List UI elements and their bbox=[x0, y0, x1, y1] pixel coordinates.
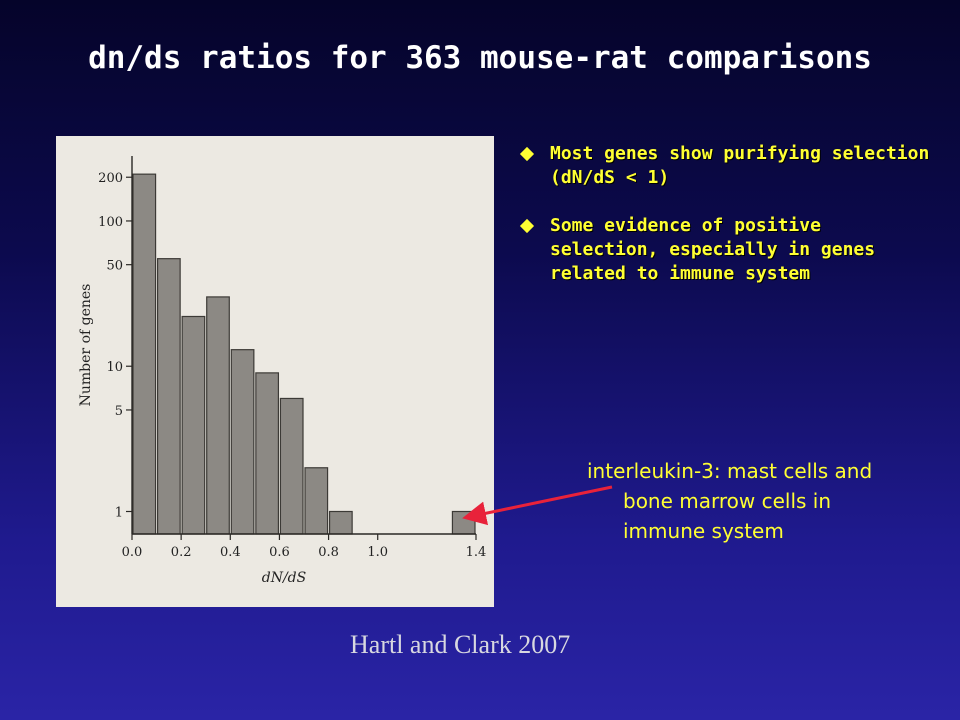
y-tick-label: 5 bbox=[115, 404, 123, 419]
diamond-bullet-icon bbox=[519, 146, 535, 162]
slide-title: dn/ds ratios for 363 mouse-rat compariso… bbox=[88, 40, 872, 76]
bullet-item: Some evidence of positive selection, esp… bbox=[519, 214, 940, 286]
histogram-chart: 1 5 10 50 100 200 0.0 0.2 0.4 0.6 0.8 1.0 1.4 dN/dS Nu… bbox=[78, 156, 487, 586]
bullet-text: Most genes show purifying selection (dN/… bbox=[550, 143, 930, 188]
annotation-line: bone marrow cells in bbox=[623, 489, 832, 513]
y-tick-label: 1 bbox=[115, 505, 123, 520]
histogram-bar bbox=[255, 372, 280, 535]
x-tick-label: 0.2 bbox=[171, 545, 192, 560]
x-tick-label: 0.8 bbox=[318, 545, 339, 560]
x-axis-label: dN/dS bbox=[262, 570, 306, 586]
histogram-bar bbox=[230, 349, 255, 535]
y-tick-label: 100 bbox=[98, 215, 123, 230]
interleukin-annotation: interleukin-3: mast cells and bone marro… bbox=[587, 456, 947, 546]
histogram-figure: 1 5 10 50 100 200 0.0 0.2 0.4 0.6 0.8 1.0 1.4 dN/dS Nu… bbox=[56, 136, 494, 607]
y-tick-label: 10 bbox=[106, 360, 123, 375]
annotation-line: interleukin-3: mast cells and bbox=[587, 459, 873, 483]
histogram-bar bbox=[206, 296, 230, 535]
histogram-bar bbox=[328, 510, 353, 535]
histogram-bar bbox=[304, 467, 329, 535]
bullet-text: Some evidence of positive selection, esp… bbox=[550, 215, 876, 284]
x-tick-label: 1.0 bbox=[367, 545, 388, 560]
x-tick-label: 0.0 bbox=[122, 545, 143, 560]
x-tick-label: 0.4 bbox=[220, 545, 241, 560]
y-axis-label: Number of genes bbox=[78, 284, 94, 407]
x-tick-label: 0.6 bbox=[269, 545, 290, 560]
x-tick-label: 1.4 bbox=[466, 545, 487, 560]
diamond-bullet-icon bbox=[519, 218, 535, 234]
histogram-bar bbox=[451, 510, 476, 535]
bullet-item: Most genes show purifying selection (dN/… bbox=[519, 142, 940, 190]
histogram-bar bbox=[132, 173, 157, 535]
y-tick-label: 200 bbox=[98, 171, 123, 186]
histogram-bar bbox=[181, 315, 206, 535]
histogram-bar bbox=[279, 397, 304, 535]
y-tick-label: 50 bbox=[106, 259, 123, 274]
bullet-list: Most genes show purifying selection (dN/… bbox=[519, 142, 940, 310]
citation: Hartl and Clark 2007 bbox=[350, 630, 571, 659]
annotation-line: immune system bbox=[623, 519, 784, 543]
histogram-bar bbox=[156, 258, 181, 535]
